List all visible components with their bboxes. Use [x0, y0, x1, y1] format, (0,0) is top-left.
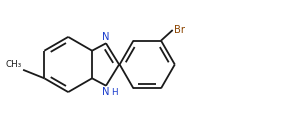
Text: CH₃: CH₃ — [5, 60, 22, 69]
Text: Br: Br — [174, 25, 185, 35]
Text: N: N — [102, 32, 110, 42]
Text: N: N — [102, 87, 110, 97]
Text: H: H — [111, 88, 117, 97]
